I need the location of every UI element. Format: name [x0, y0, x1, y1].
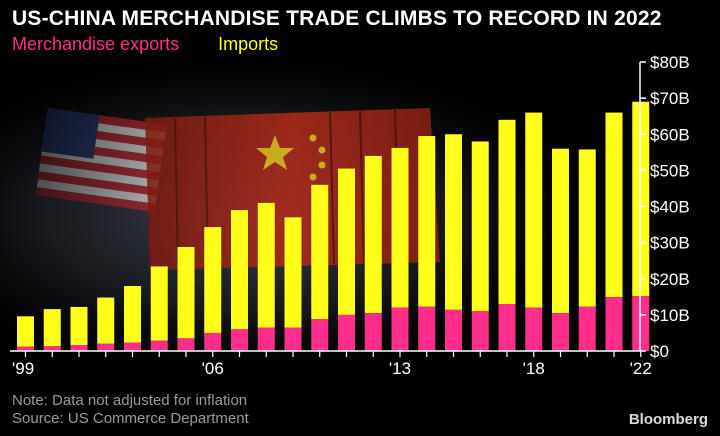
bar-exports-11 — [311, 319, 329, 351]
bar-exports-4 — [124, 342, 141, 351]
bar-imports-11 — [311, 184, 329, 320]
y-tick-label-3: $30B — [650, 234, 690, 253]
us-flag-illustration — [35, 107, 167, 212]
bar-exports-12 — [338, 314, 355, 351]
bar-imports-10 — [284, 217, 302, 328]
x-tick-label-0: '99 — [12, 359, 34, 378]
bar-exports-2 — [70, 345, 88, 351]
footnote: Note: Data not adjusted for inflation So… — [12, 392, 249, 428]
bar-imports-14 — [391, 147, 409, 308]
y-tick-label-8: $80B — [650, 53, 690, 72]
bar-imports-9 — [257, 202, 275, 328]
bar-imports-4 — [124, 285, 141, 343]
bar-imports-8 — [231, 210, 248, 330]
bar-imports-13 — [364, 155, 382, 314]
bar-exports-10 — [284, 327, 302, 351]
bar-imports-5 — [150, 266, 168, 341]
x-tick-label-2: '13 — [389, 359, 411, 378]
bar-exports-18 — [498, 304, 516, 351]
bar-exports-8 — [231, 329, 248, 351]
bar-exports-14 — [391, 307, 409, 351]
bar-exports-20 — [552, 313, 569, 351]
bar-imports-18 — [498, 119, 516, 305]
footnote-source: Source: US Commerce Department — [12, 410, 249, 427]
bar-exports-1 — [43, 346, 61, 351]
footnote-note: Note: Data not adjusted for inflation — [12, 392, 248, 409]
x-tick-label-1: '06 — [202, 359, 224, 378]
bar-exports-6 — [177, 338, 195, 351]
x-tick-label-3: '18 — [523, 359, 545, 378]
bars-layer — [17, 101, 650, 351]
legend: Merchandise exports Imports — [12, 34, 312, 55]
bar-exports-21 — [578, 306, 596, 351]
bar-imports-3 — [97, 297, 115, 344]
y-tick-label-0: $0 — [650, 342, 669, 361]
y-tick-label-5: $50B — [650, 161, 690, 180]
bar-exports-9 — [257, 327, 275, 351]
bar-imports-1 — [43, 309, 61, 347]
bar-exports-13 — [364, 313, 382, 351]
bar-exports-15 — [418, 306, 436, 351]
chart-title: US-CHINA MERCHANDISE TRADE CLIMBS TO REC… — [12, 7, 662, 30]
bar-imports-0 — [17, 316, 34, 347]
bar-exports-3 — [97, 343, 115, 351]
brand-logo: Bloomberg — [628, 411, 708, 428]
bar-exports-7 — [204, 332, 222, 351]
bar-imports-17 — [471, 141, 489, 312]
bar-imports-22 — [605, 112, 623, 298]
bar-imports-21 — [578, 149, 596, 307]
legend-imports: Imports — [218, 34, 279, 54]
legend-exports: Merchandise exports — [12, 34, 180, 54]
bar-imports-12 — [338, 168, 355, 315]
y-tick-label-2: $20B — [650, 270, 690, 289]
bar-imports-15 — [418, 136, 436, 307]
bar-exports-5 — [150, 340, 168, 351]
axis-layer: $0 $10B $20B $30B $40B $50B $60B $70B $80B '99 '06… — [10, 53, 690, 378]
bar-imports-6 — [177, 246, 195, 339]
x-tick-label-4: '22 — [630, 359, 652, 378]
bar-imports-20 — [552, 148, 569, 314]
bar-exports-0 — [17, 346, 34, 351]
bar-exports-22 — [605, 297, 623, 351]
bar-imports-2 — [70, 306, 88, 346]
y-tick-label-7: $70B — [650, 89, 690, 108]
bar-imports-16 — [445, 134, 462, 310]
bar-imports-7 — [204, 227, 222, 333]
bar-imports-19 — [525, 112, 543, 308]
bar-exports-17 — [471, 311, 489, 351]
y-tick-label-6: $60B — [650, 125, 690, 144]
star-icon — [256, 135, 294, 170]
y-tick-label-1: $10B — [650, 306, 690, 325]
bar-exports-16 — [445, 309, 462, 351]
y-tick-label-4: $40B — [650, 198, 690, 217]
bar-exports-19 — [525, 307, 543, 351]
